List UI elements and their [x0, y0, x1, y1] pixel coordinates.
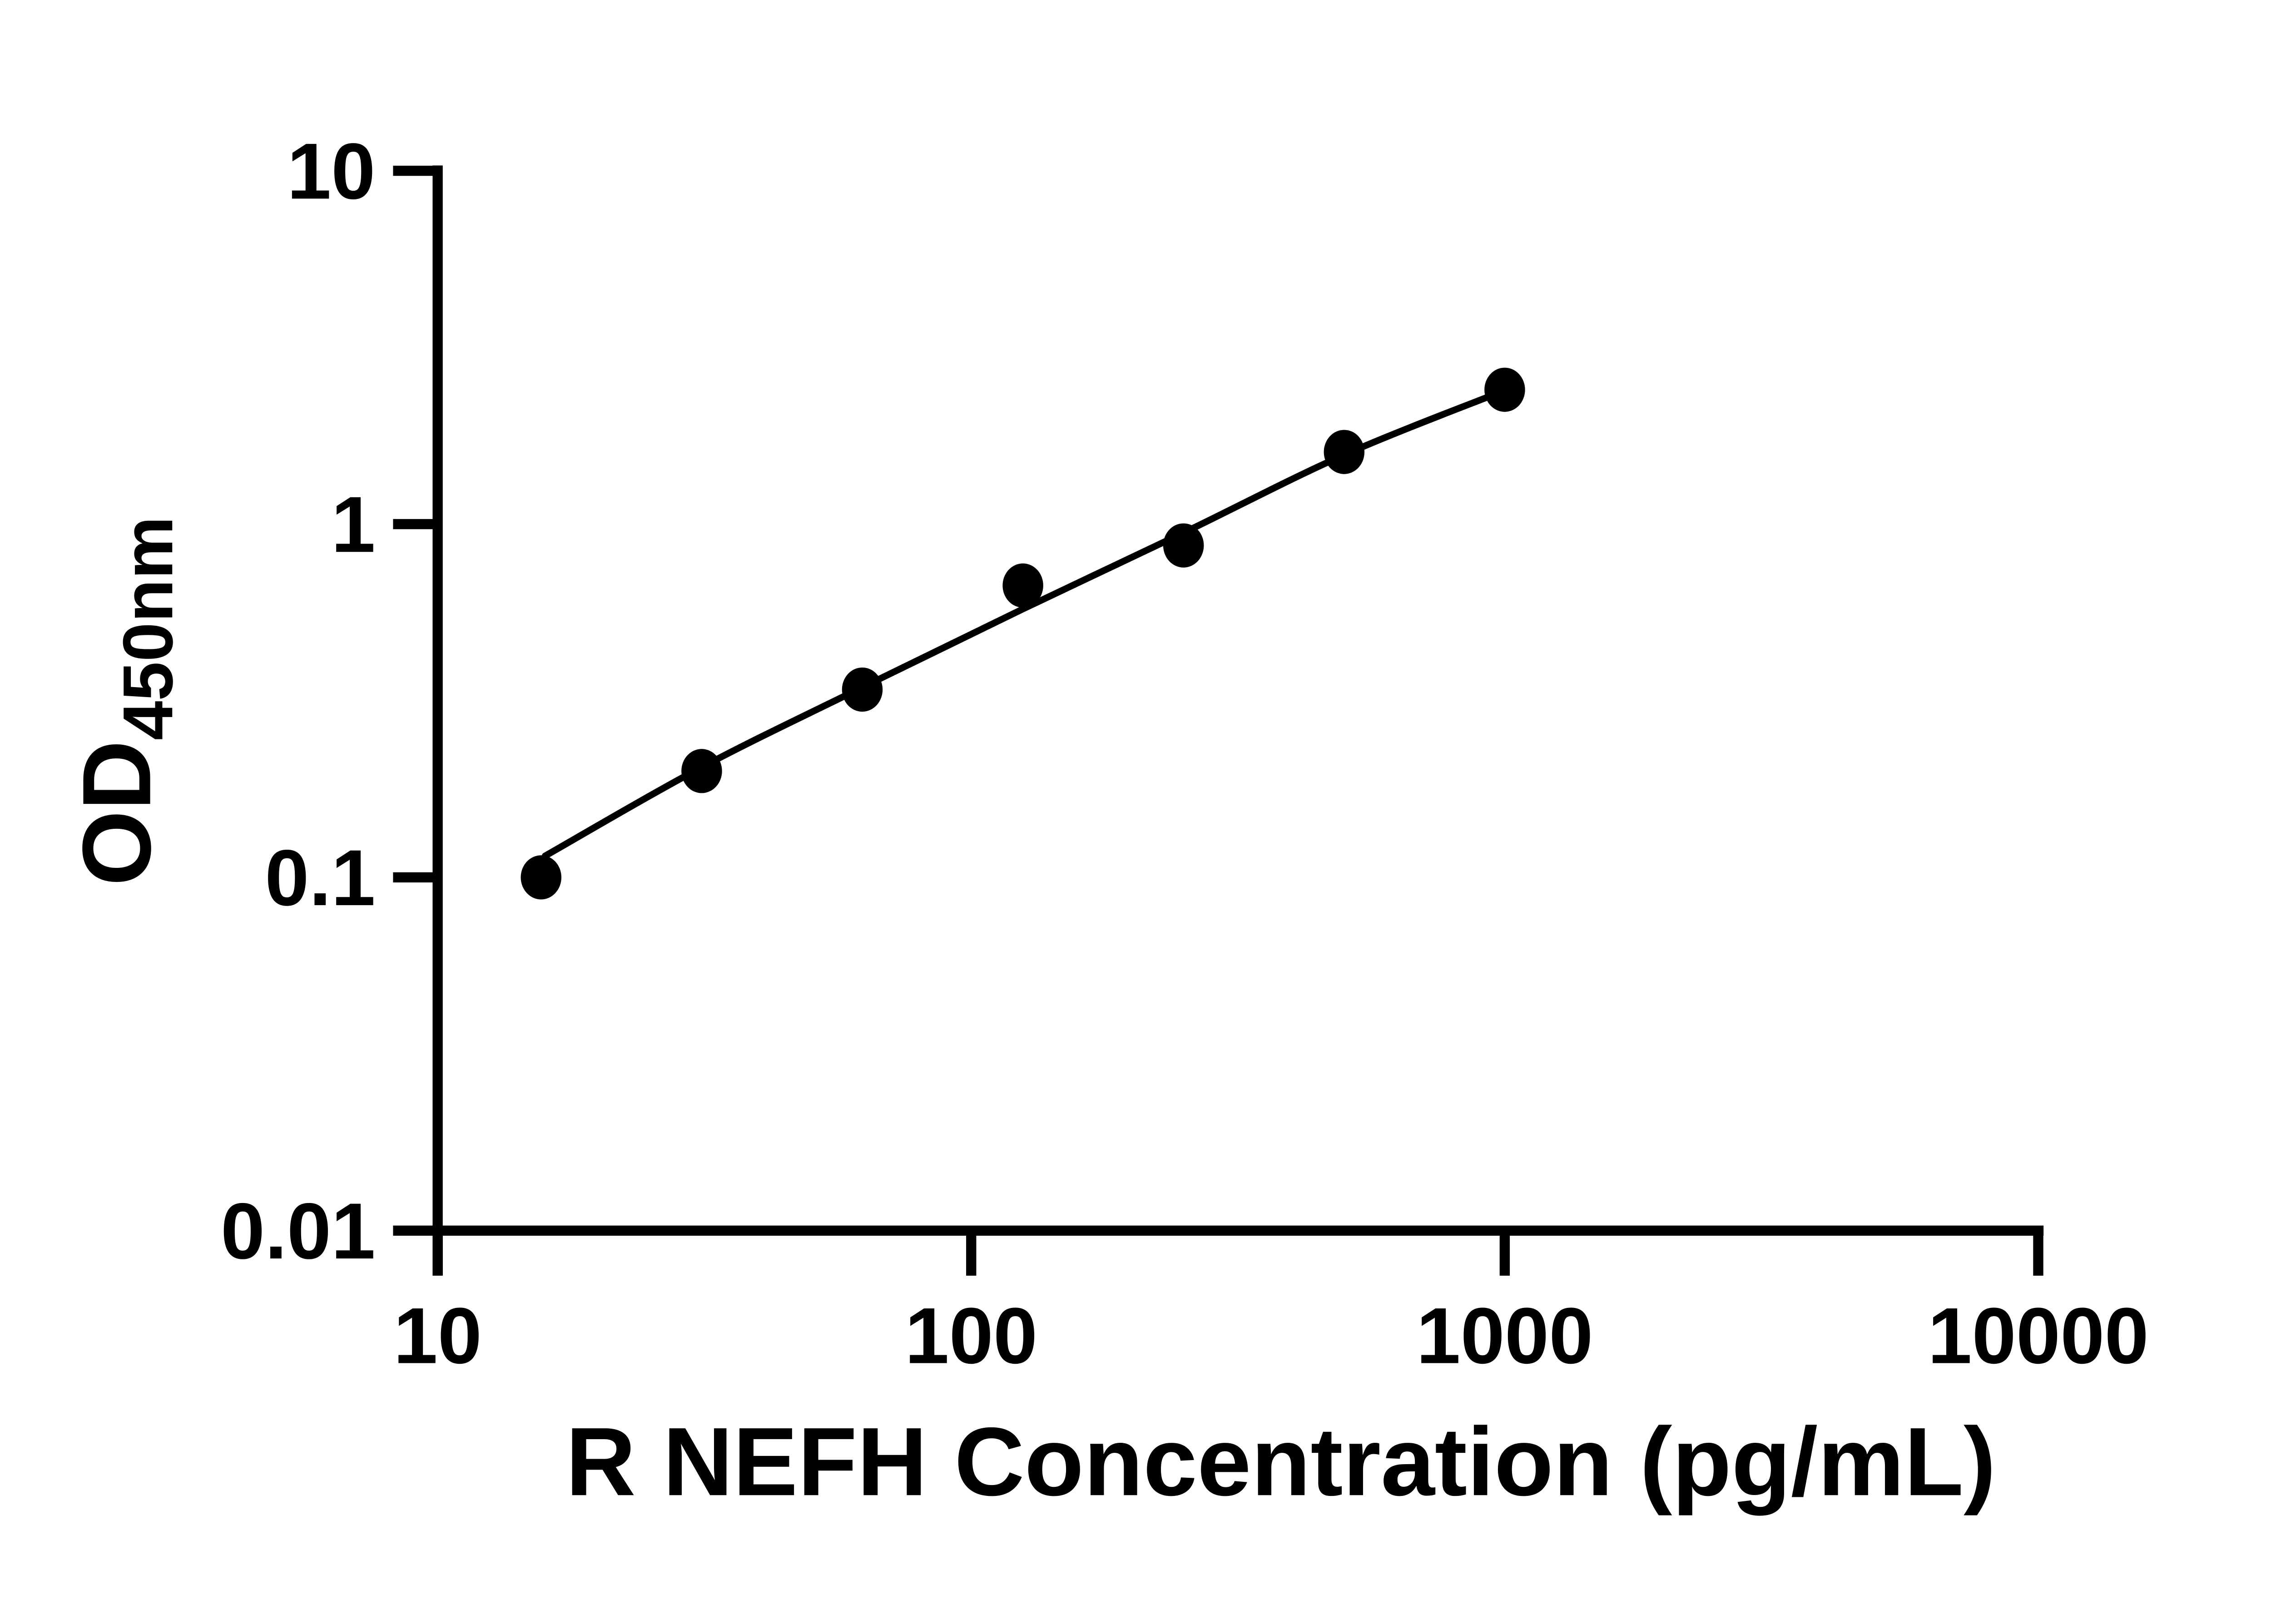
data-point-4	[1002, 563, 1043, 608]
y-tick-label-1: 1	[331, 480, 375, 569]
data-point-7	[1484, 367, 1525, 412]
y-axis-title-subscript: 450nm	[108, 516, 187, 740]
y-axis-title-main: OD	[63, 740, 171, 886]
x-tick-label-1000: 1000	[1416, 1292, 1593, 1381]
x-tick-label-100: 100	[905, 1292, 1037, 1381]
data-point-3	[842, 667, 883, 712]
x-tick-label-10000: 10000	[1928, 1292, 2149, 1381]
data-point-6	[1324, 430, 1365, 474]
y-tick-label-0.1: 0.1	[265, 834, 375, 922]
y-tick-label-0.01: 0.01	[221, 1187, 376, 1276]
x-tick-label-10: 10	[393, 1292, 482, 1381]
data-point-2	[681, 749, 722, 793]
data-point-5	[1163, 523, 1204, 568]
data-point-1	[521, 855, 561, 900]
x-axis-title: R NEFH Concentration (pg/mL)	[565, 1407, 1996, 1516]
y-tick-label-10: 10	[287, 127, 376, 216]
y-axis-title: OD450nm	[63, 516, 188, 886]
